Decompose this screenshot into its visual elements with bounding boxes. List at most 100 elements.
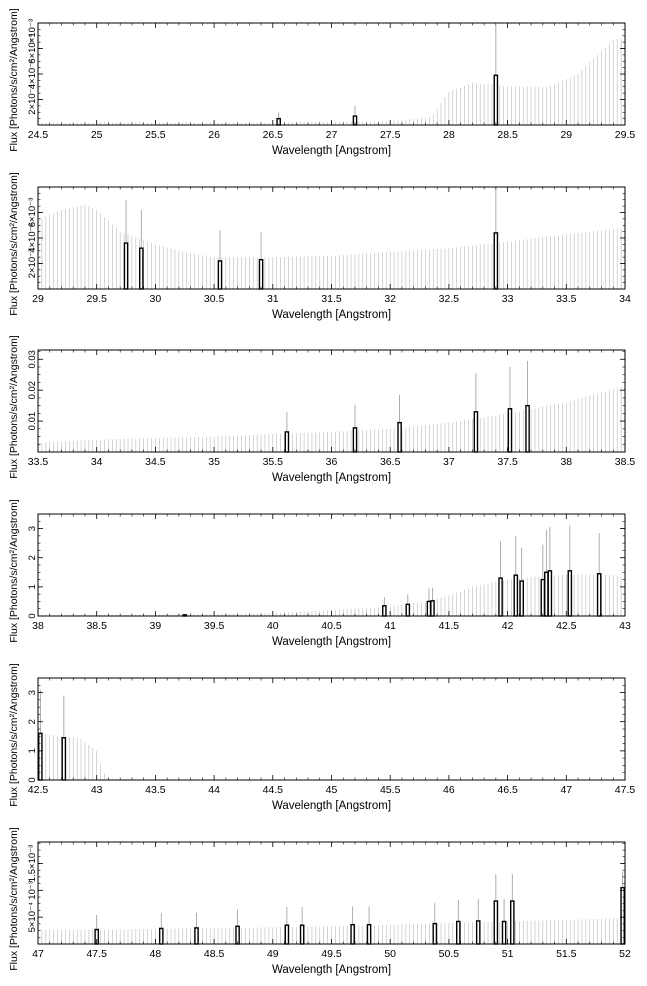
data-bar — [217, 260, 223, 290]
x-tick-label: 34.5 — [145, 456, 166, 468]
plot-frame — [37, 513, 626, 617]
y-tick-label: 4×10⁻³ — [27, 223, 38, 253]
x-axis-label: Wavelength [Angstrom] — [272, 964, 391, 976]
x-tick-label: 31.5 — [321, 293, 342, 305]
data-bar — [258, 258, 264, 290]
x-tick-label: 44.5 — [263, 784, 284, 796]
y-tick-label: 0.01 — [27, 412, 38, 431]
data-bar — [509, 900, 515, 945]
plot-frame — [37, 677, 626, 781]
y-tick-label: 2 — [27, 555, 38, 560]
upper-limit-envelope — [37, 733, 626, 780]
x-tick-label: 29 — [32, 293, 44, 305]
x-tick-label: 34 — [619, 293, 631, 305]
data-bar — [123, 242, 129, 290]
x-tick-label: 42 — [502, 620, 514, 632]
data-bar — [493, 74, 499, 126]
y-tick-label: 5×10⁻⁴ — [27, 902, 38, 933]
x-tick-label: 29 — [560, 129, 572, 141]
x-tick-label: 37 — [443, 456, 455, 468]
x-tick-label: 33.5 — [28, 456, 49, 468]
x-tick-label: 47.5 — [86, 948, 107, 960]
y-tick-label: 3 — [27, 690, 38, 695]
y-tick-label: 1 — [27, 748, 38, 753]
data-bar — [501, 920, 507, 945]
y-tick-label: 0 — [27, 613, 38, 618]
data-bar — [519, 580, 524, 617]
y-tick-label: 1 — [27, 584, 38, 589]
data-bar — [513, 574, 519, 617]
y-tick-label: 0 — [27, 777, 38, 782]
y-tick-label: 2×10⁻³ — [27, 249, 38, 279]
x-tick-label: 32.5 — [439, 293, 460, 305]
data-bar — [547, 570, 553, 617]
x-tick-label: 38.5 — [615, 456, 636, 468]
data-bar — [350, 923, 355, 945]
y-tick-label: 4×10⁻⁴ — [27, 59, 38, 90]
y-tick-label: 6×10⁻⁴ — [27, 33, 38, 64]
data-bar — [498, 577, 503, 617]
x-tick-label: 30.5 — [204, 293, 225, 305]
data-bar — [158, 927, 164, 945]
x-tick-label: 39 — [150, 620, 162, 632]
data-bar — [507, 408, 513, 453]
data-bar — [235, 925, 240, 945]
x-tick-label: 26.5 — [263, 129, 284, 141]
y-tick-label: 0.02 — [27, 381, 38, 400]
x-tick-label: 36 — [326, 456, 338, 468]
x-tick-label: 27 — [326, 129, 338, 141]
data-bar — [455, 920, 461, 945]
x-tick-label: 30 — [150, 293, 162, 305]
data-bar — [352, 427, 358, 453]
x-tick-label: 24.5 — [28, 129, 49, 141]
y-tick-label: 10⁻³ — [27, 881, 38, 900]
data-bar — [61, 737, 67, 781]
x-tick-label: 29.5 — [86, 293, 107, 305]
x-axis-label: Wavelength [Angstrom] — [272, 800, 391, 812]
x-tick-label: 46 — [443, 784, 455, 796]
data-bar — [493, 232, 499, 290]
y-axis-label: Flux [Photons/s/cm²/Angstrom] — [8, 499, 20, 643]
y-exponent-label: ×10⁻³ — [27, 19, 38, 43]
data-bar — [276, 117, 281, 126]
x-tick-label: 37.5 — [497, 456, 518, 468]
data-bar — [366, 923, 372, 945]
y-axis-label: Flux [Photons/s/cm²/Angstrom] — [8, 663, 20, 807]
x-tick-label: 49.5 — [321, 948, 342, 960]
x-tick-label: 28.5 — [497, 129, 518, 141]
x-tick-label: 27.5 — [380, 129, 401, 141]
y-tick-label: 1.5×10⁻³ — [27, 845, 38, 883]
x-tick-label: 47 — [32, 948, 44, 960]
x-tick-label: 28 — [443, 129, 455, 141]
chart-panel: 47 47.5 48 48.5 49 49.5 50 50.5 51 51.5 52 5×10⁻⁴ 10… — [8, 827, 631, 976]
x-tick-label: 31 — [267, 293, 279, 305]
x-axis-label: Wavelength [Angstrom] — [272, 636, 391, 648]
x-tick-label: 50 — [384, 948, 396, 960]
x-tick-label: 43 — [619, 620, 631, 632]
y-tick-label: 2×10⁻⁴ — [27, 84, 38, 115]
x-tick-label: 33 — [502, 293, 514, 305]
x-tick-label: 43 — [91, 784, 103, 796]
x-tick-label: 38 — [32, 620, 44, 632]
x-tick-label: 48 — [150, 948, 162, 960]
x-tick-label: 32 — [384, 293, 396, 305]
x-tick-label: 41.5 — [439, 620, 460, 632]
chart-panel: 38 38.5 39 39.5 40 40.5 41 41.5 42 42.5 43 0 1 2 3 Wave… — [8, 499, 631, 648]
data-bar — [397, 421, 402, 453]
data-bar — [540, 578, 546, 617]
x-tick-label: 26 — [208, 129, 220, 141]
x-tick-label: 35 — [208, 456, 220, 468]
plot-frame — [37, 22, 626, 126]
x-axis-label: Wavelength [Angstrom] — [272, 145, 391, 157]
x-tick-label: 45 — [326, 784, 338, 796]
x-tick-label: 49 — [267, 948, 279, 960]
x-tick-label: 42.5 — [556, 620, 577, 632]
data-bar — [596, 573, 602, 617]
data-bar — [493, 900, 499, 945]
data-bar — [430, 600, 435, 617]
x-tick-label: 35.5 — [263, 456, 284, 468]
data-bar — [475, 920, 481, 945]
x-tick-label: 29.5 — [615, 129, 636, 141]
y-tick-label: 3 — [27, 526, 38, 531]
